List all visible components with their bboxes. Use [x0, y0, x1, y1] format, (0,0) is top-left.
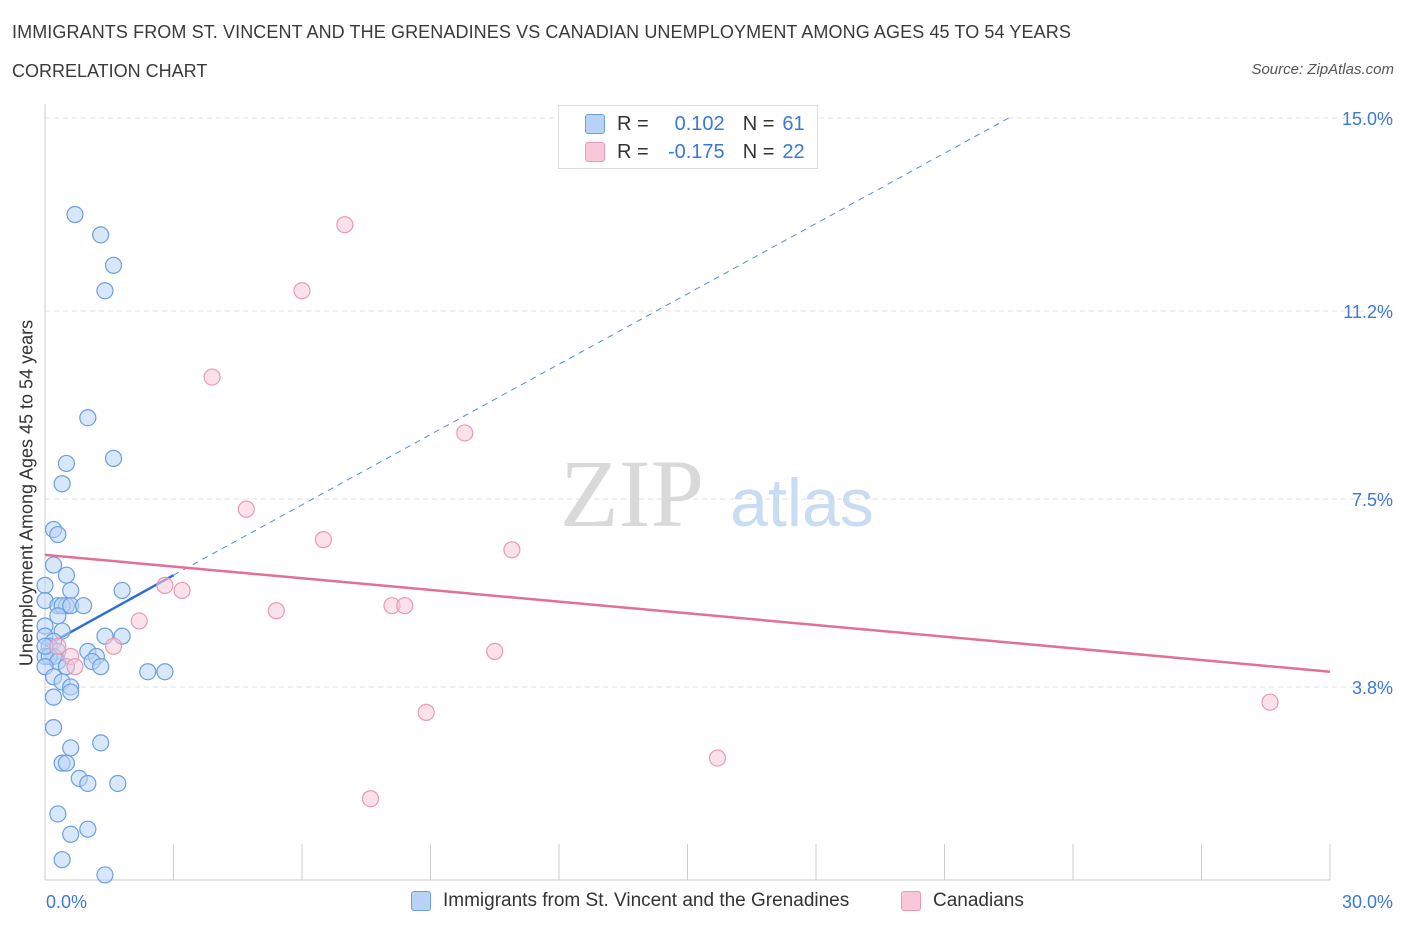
- r-label: R =: [617, 112, 649, 135]
- immigrant-point: [62, 683, 80, 701]
- immigrant-point: [49, 805, 67, 823]
- immigrant-point: [139, 663, 157, 681]
- n-value: 61: [782, 112, 805, 135]
- immigrant-trend-extension: [173, 117, 1009, 576]
- n-value: 22: [782, 140, 805, 163]
- chart-subtitle: CORRELATION CHART: [12, 61, 208, 81]
- canadian-point: [104, 637, 123, 655]
- immigrant-point: [96, 866, 114, 884]
- canadian-point: [1261, 693, 1279, 711]
- immigrant-point: [57, 454, 76, 473]
- y-tick-label: 3.8%: [1352, 678, 1393, 698]
- immigrant-point: [57, 566, 76, 584]
- immigrant-point: [104, 449, 123, 467]
- immigrant-point: [109, 774, 127, 793]
- immigrant-point: [79, 774, 97, 793]
- immigrant-point: [74, 597, 93, 615]
- r-value: 0.102: [674, 112, 725, 135]
- immigrant-point: [44, 556, 63, 574]
- immigrant-point: [66, 205, 84, 224]
- immigrant-point: [79, 409, 97, 427]
- immigrant-point: [62, 739, 80, 757]
- y-tick-label: 7.5%: [1352, 490, 1393, 510]
- legend-label-canadians: Canadians: [933, 890, 1024, 911]
- immigrant-point: [92, 734, 110, 752]
- y-tick-label: 15.0%: [1342, 109, 1393, 129]
- stats-row-immigrants: R = 0.102 N = 61: [585, 112, 805, 136]
- legend-swatch-blue: [411, 891, 431, 911]
- tick-labels: 3.8% 7.5% 11.2% 15.0% 0.0% 30.0%: [46, 109, 1393, 912]
- grid-lines: [45, 117, 1392, 688]
- watermark: ZIP atlas: [560, 440, 874, 547]
- trend-lines: [44, 117, 1331, 673]
- chart-title: IMMIGRANTS FROM ST. VINCENT AND THE GREN…: [12, 22, 1071, 42]
- immigrant-point: [104, 256, 123, 274]
- r-label: R =: [617, 140, 649, 163]
- immigrant-point: [49, 525, 67, 544]
- immigrant-point: [44, 688, 63, 706]
- legend-label-immigrants: Immigrants from St. Vincent and the Gren…: [443, 890, 850, 911]
- canadian-point: [396, 597, 414, 615]
- canadian-point: [361, 790, 380, 808]
- n-label: N =: [742, 112, 775, 135]
- canadian-point: [314, 531, 333, 549]
- stats-row-canadians: R = -0.175 N = 22: [585, 140, 805, 164]
- canadian-point: [237, 500, 255, 518]
- immigrant-point: [62, 581, 80, 600]
- immigrant-point: [36, 576, 54, 594]
- canadian-point: [203, 368, 221, 386]
- source-credit: Source: ZipAtlas.com: [1251, 61, 1394, 78]
- canadian-point: [486, 642, 504, 661]
- watermark-zip: ZIP: [560, 440, 704, 547]
- canadian-point: [156, 576, 174, 594]
- canadian-point: [66, 658, 84, 676]
- canadian-point: [130, 612, 148, 630]
- canadian-point: [49, 637, 67, 655]
- series-legend: Immigrants from St. Vincent and the Gren…: [0, 888, 1406, 918]
- x-tick-label: 30.0%: [1342, 892, 1393, 912]
- immigrant-point: [44, 718, 63, 737]
- canadian-point: [267, 602, 285, 620]
- immigrant-point: [57, 754, 76, 772]
- canadian-point: [503, 541, 521, 559]
- immigrant-point: [96, 282, 114, 300]
- x-tick-label: 0.0%: [46, 892, 87, 912]
- canadian-point: [293, 282, 311, 300]
- canadian-point: [456, 424, 474, 442]
- legend-swatch-pink: [585, 142, 605, 162]
- canadian-point: [708, 749, 727, 767]
- r-value: -0.175: [667, 140, 725, 163]
- immigrant-point: [92, 226, 110, 244]
- canadian-trend-line: [44, 553, 1331, 673]
- y-tick-label: 11.2%: [1343, 302, 1393, 322]
- legend-swatch-blue: [585, 114, 605, 134]
- legend-item-immigrants: Immigrants from St. Vincent and the Gren…: [411, 890, 849, 912]
- legend-swatch-pink: [901, 891, 921, 911]
- n-label: N =: [742, 140, 775, 163]
- immigrant-point: [62, 825, 80, 843]
- axes: [44, 104, 1331, 881]
- stats-legend: R = 0.102 N = 61 R = -0.175 N = 22: [558, 105, 818, 169]
- watermark-atlas: atlas: [730, 465, 874, 541]
- canadian-point: [336, 216, 354, 234]
- canadian-point: [417, 703, 435, 721]
- legend-item-canadians: Canadians: [901, 890, 1024, 912]
- canadian-point: [173, 581, 191, 600]
- immigrant-point: [79, 820, 97, 838]
- immigrant-point: [92, 658, 110, 676]
- immigrant-point: [53, 475, 71, 493]
- data-points: [36, 205, 1279, 884]
- immigrant-point: [156, 663, 174, 681]
- immigrant-point: [53, 851, 71, 869]
- immigrant-point: [113, 581, 131, 600]
